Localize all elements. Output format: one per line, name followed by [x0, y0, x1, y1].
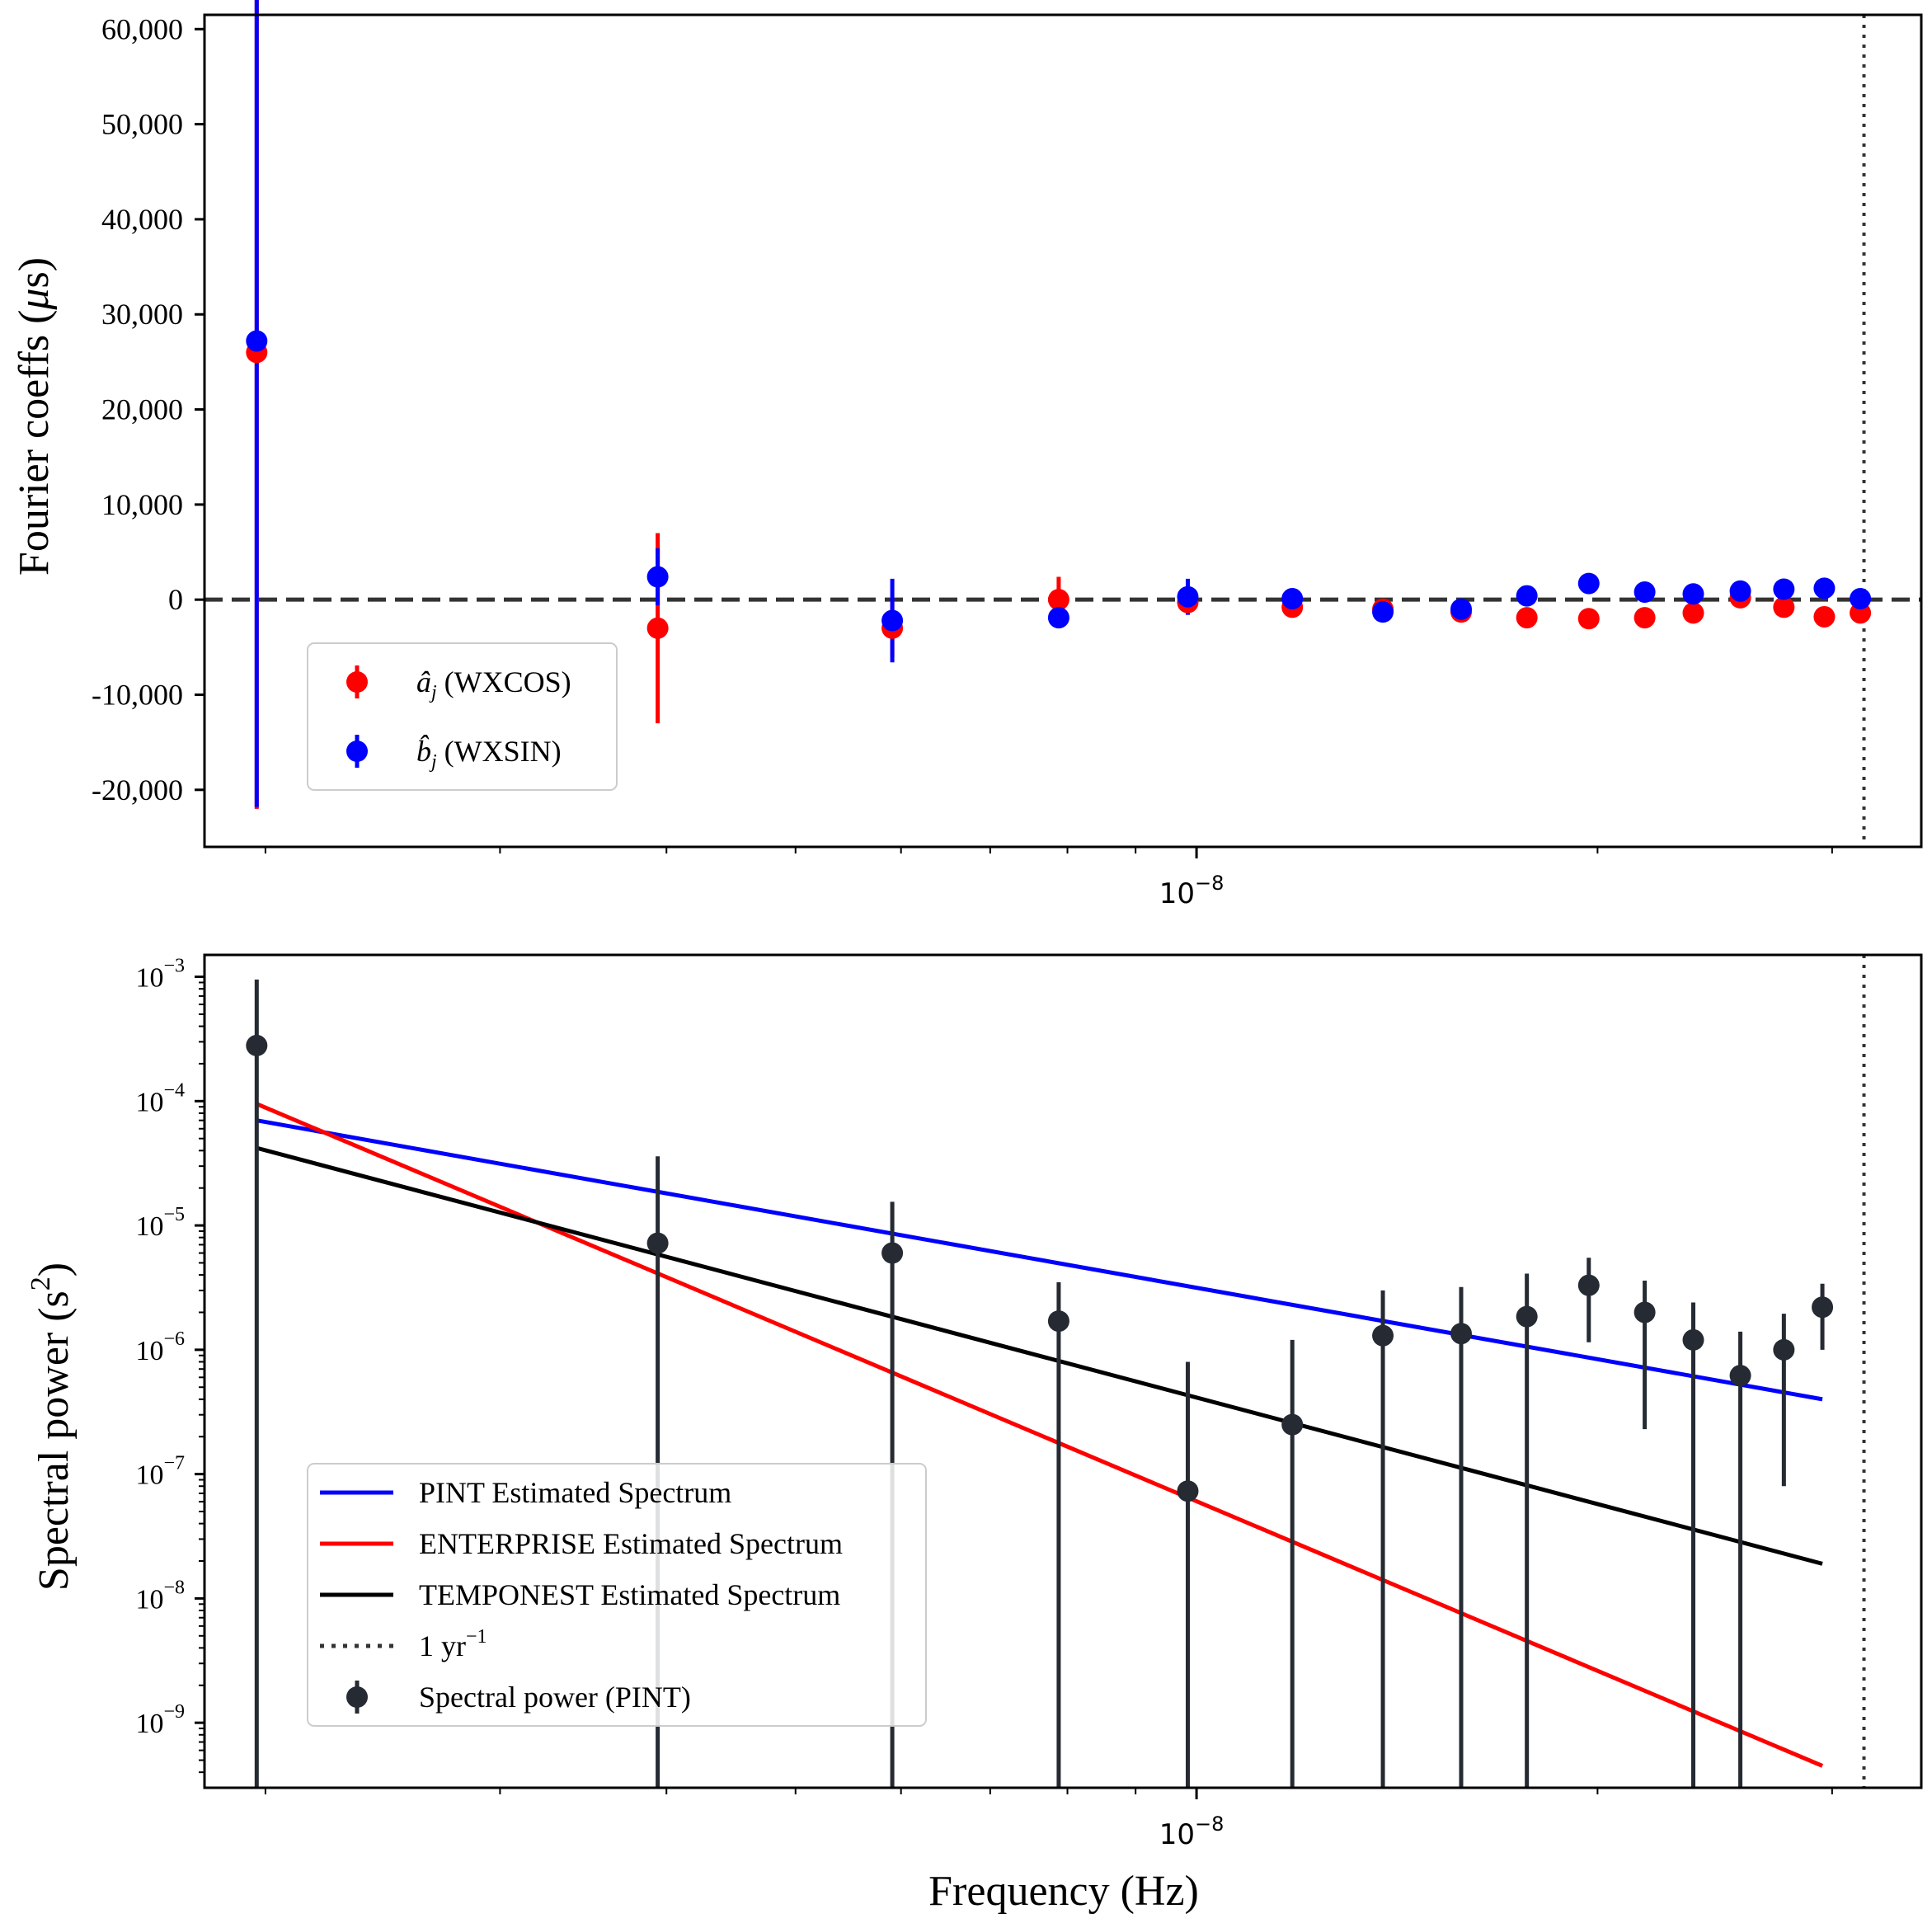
a-point [1813, 605, 1836, 628]
top-ylabel: Fourier coeffs (μs) [11, 257, 58, 576]
b-point [1450, 598, 1473, 620]
fourier-coeff-points [246, 0, 1872, 809]
legend-box [307, 1463, 927, 1727]
top-ytick-label: 50,000 [101, 108, 183, 141]
power-point [1177, 1480, 1199, 1502]
b-point [646, 566, 669, 588]
top-xtick-label: 10−8 [1159, 872, 1225, 910]
power-point [1450, 1323, 1473, 1345]
top-axes: -20,000 -10,000 0 10,000 20,000 30,000 40,000 5… [92, 12, 1923, 910]
legend-label: ENTERPRISE Estimated Spectrum [419, 1527, 843, 1560]
b-point [1047, 607, 1069, 629]
top-plot-frame [203, 13, 1923, 849]
power-point [1281, 1413, 1304, 1436]
bottom-ytick-label: 10−7 [135, 1453, 185, 1491]
power-point [646, 1232, 669, 1254]
bottom-ytick-label: 10−6 [135, 1328, 185, 1366]
power-point [246, 1034, 268, 1056]
a-point [1634, 607, 1656, 629]
b-point [1577, 572, 1600, 595]
bottom-ytick-label: 10−9 [135, 1701, 185, 1739]
legend-label: b̂j (WXSIN) [416, 734, 562, 773]
b-point [1372, 601, 1394, 623]
power-point [1634, 1301, 1656, 1324]
bottom-axes: 10−9 10−8 10−7 10−6 10−5 10−4 10−3 10−8 [135, 953, 1923, 1851]
spectrum-line [256, 1102, 1824, 1768]
b-point [1682, 583, 1704, 605]
power-point [1516, 1305, 1538, 1328]
legend-box [307, 642, 618, 791]
b-point [1177, 585, 1199, 608]
top-ytick-label: 0 [168, 583, 183, 616]
bottom-ylabel: Spectral power (s2) [26, 1262, 78, 1591]
power-point [1577, 1274, 1600, 1296]
spectral-power-points [246, 979, 1834, 1788]
power-point [1682, 1328, 1704, 1351]
power-point [1773, 1338, 1795, 1361]
legend-label: TEMPONEST Estimated Spectrum [419, 1578, 840, 1611]
b-point [1850, 588, 1872, 610]
top-fourier-panel: -20,000 -10,000 0 10,000 20,000 30,000 40,000 5… [11, 0, 1923, 910]
a-point [1577, 608, 1600, 630]
b-point [246, 330, 268, 352]
b-point [1634, 581, 1656, 603]
top-ytick-label: 10,000 [101, 488, 183, 521]
top-ytick-label: 60,000 [101, 12, 183, 45]
top-ytick-label: 30,000 [101, 298, 183, 331]
top-ytick-label: -10,000 [92, 678, 183, 711]
a-point [1682, 602, 1704, 624]
bottom-plot-frame [203, 953, 1923, 1789]
power-point [1729, 1365, 1751, 1387]
b-point [1813, 577, 1836, 599]
power-point [1047, 1310, 1069, 1333]
bottom-ytick-label: 10−8 [135, 1577, 185, 1615]
b-point [881, 609, 904, 632]
top-ytick-label: 40,000 [101, 203, 183, 236]
bottom-legend: PINT Estimated Spectrum ENTERPRISE Estima… [307, 1463, 927, 1727]
power-point [881, 1242, 904, 1264]
legend-label: 1 yr−1 [419, 1626, 487, 1662]
legend-marker-dot [346, 741, 368, 762]
a-point [1047, 589, 1069, 611]
bottom-ytick-label: 10−5 [135, 1204, 185, 1242]
b-point [1516, 585, 1538, 607]
b-point [1729, 580, 1751, 602]
top-legend: âj (WXCOS) b̂j (WXSIN) [307, 642, 618, 791]
spectrum-line [256, 1118, 1823, 1402]
top-ytick-label: -20,000 [92, 773, 183, 806]
power-point [1812, 1296, 1834, 1319]
a-point [1516, 607, 1538, 629]
bottom-xlabel: Frequency (Hz) [928, 1868, 1199, 1915]
a-point [1773, 596, 1795, 618]
spectrum-line [256, 1145, 1823, 1566]
top-ytick-label: 20,000 [101, 393, 183, 426]
bottom-ytick-label: 10−3 [135, 956, 185, 994]
legend-marker-dot [346, 671, 368, 693]
legend-label: Spectral power (PINT) [419, 1681, 691, 1714]
b-point [1773, 578, 1795, 600]
b-point [1281, 588, 1304, 610]
legend-label: âj (WXCOS) [416, 665, 571, 703]
bottom-spectrum-panel: 10−9 10−8 10−7 10−6 10−5 10−4 10−3 10−8 PINT Es… [26, 953, 1923, 1915]
legend-label: PINT Estimated Spectrum [419, 1476, 731, 1509]
spectrum-lines [256, 1102, 1824, 1768]
a-point [646, 617, 669, 639]
bottom-xtick-label: 10−8 [1159, 1813, 1225, 1851]
power-point [1372, 1324, 1394, 1347]
bottom-ytick-label: 10−4 [135, 1079, 185, 1117]
legend-marker-dot [346, 1686, 368, 1708]
